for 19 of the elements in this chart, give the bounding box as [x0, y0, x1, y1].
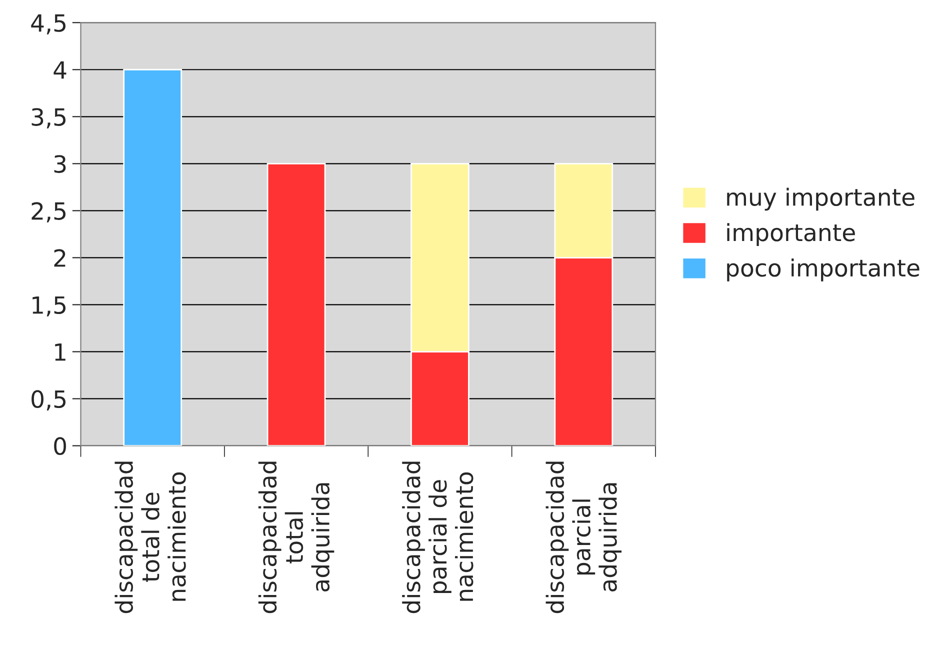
y-tick-label: 1,5	[32, 296, 66, 316]
x-tick-label: discapacidad total adquirida	[258, 462, 334, 614]
y-tick-label: 1	[55, 343, 66, 361]
y-tick-label: 2	[54, 249, 66, 267]
legend-label: importante	[727, 223, 855, 246]
x-tick-label: discapacidad parcial adquirida	[546, 462, 622, 614]
bar	[266, 162, 326, 446]
y-tick-label: 0	[54, 437, 66, 456]
y-tick-label: 3,5	[32, 108, 66, 128]
legend-label: poco importante	[727, 258, 920, 282]
legend-label: muy importante	[727, 188, 914, 211]
x-tick-label: discapacidad parcial de nacimiento	[402, 462, 474, 614]
x-tick-label: discapacidad total de nacimiento	[114, 462, 186, 614]
y-tick-label: 3	[54, 155, 66, 173]
y-tick-label: 0,5	[32, 390, 66, 410]
y-tick-label: 4,5	[31, 14, 66, 34]
y-tick-label: 2,5	[32, 202, 66, 222]
bar	[123, 68, 182, 446]
y-tick-label: 4	[54, 61, 66, 79]
